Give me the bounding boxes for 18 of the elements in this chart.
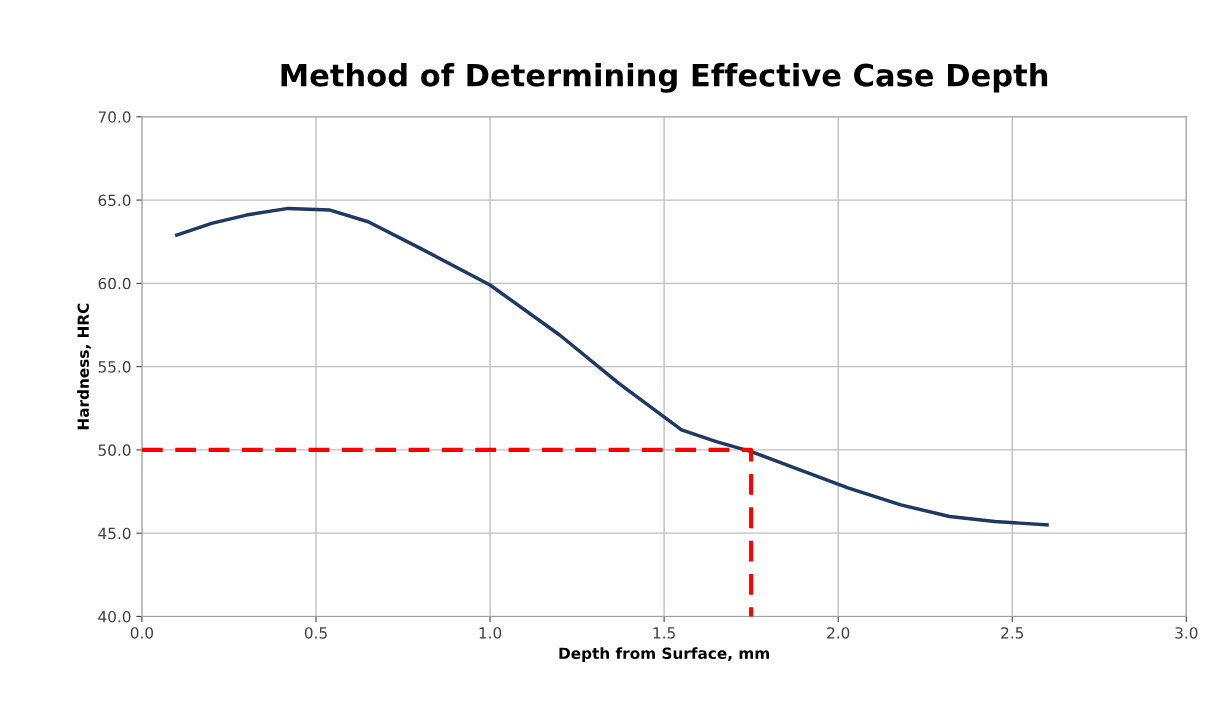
x-tick-label: 2.0 bbox=[827, 627, 850, 639]
y-tick-label: 70.0 bbox=[98, 111, 131, 123]
x-tick-label: 0.5 bbox=[304, 627, 327, 639]
y-tick-label: 60.0 bbox=[98, 277, 131, 290]
y-tick-label: 45.0 bbox=[98, 527, 131, 540]
x-tick-label: 2.5 bbox=[1001, 627, 1024, 639]
x-tick-label: 3.0 bbox=[1175, 627, 1198, 639]
y-tick-label: 50.0 bbox=[98, 444, 131, 456]
y-tick-label: 55.0 bbox=[98, 361, 131, 373]
x-axis-title: Depth from Surface, mm bbox=[559, 647, 769, 662]
x-tick-label: 1.0 bbox=[479, 627, 502, 639]
x-tick-label: 1.5 bbox=[653, 627, 675, 639]
line-series bbox=[174, 206, 1049, 527]
y-axis-title: Hardness, HRC bbox=[77, 303, 91, 430]
chart-title: Method of Determining Effective Case Depth bbox=[281, 63, 1048, 93]
y-tick-label: 65.0 bbox=[98, 194, 131, 207]
y-tick-label: 40.0 bbox=[98, 610, 131, 623]
x-tick-label: 0.0 bbox=[130, 627, 154, 639]
